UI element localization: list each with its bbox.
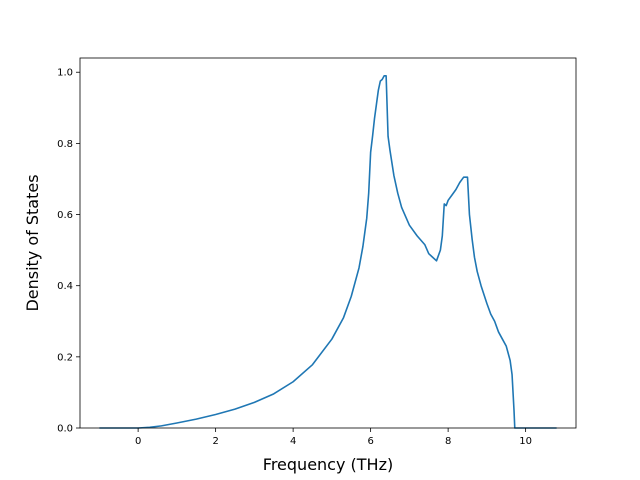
series-layer	[99, 74, 557, 429]
plot-frame	[79, 57, 577, 429]
x-tick-label: 10	[519, 436, 532, 447]
x-tick-label: 8	[445, 436, 451, 447]
x-tick-label: 4	[290, 436, 296, 447]
y-tick-label: 0.0	[57, 424, 73, 435]
plot-area	[80, 58, 576, 428]
x-tick-label: 2	[212, 436, 218, 447]
y-tick-label: 0.4	[57, 281, 73, 292]
y-tick-label: 0.2	[57, 352, 73, 363]
y-tick-label: 0.6	[57, 210, 73, 221]
y-ticks: 0.0 0.2 0.4 0.6 0.8 1.0	[57, 68, 80, 435]
x-tick-label: 6	[367, 436, 373, 447]
x-tick-label: 0	[135, 436, 141, 447]
x-ticks: 0 2 4 6 8 10	[135, 428, 532, 447]
y-tick-label: 1.0	[57, 68, 73, 79]
y-axis-label: Density of States	[23, 174, 42, 311]
x-axis-label: Frequency (THz)	[263, 455, 393, 474]
y-tick-label: 0.8	[57, 139, 73, 150]
dos-series-line	[99, 74, 557, 429]
